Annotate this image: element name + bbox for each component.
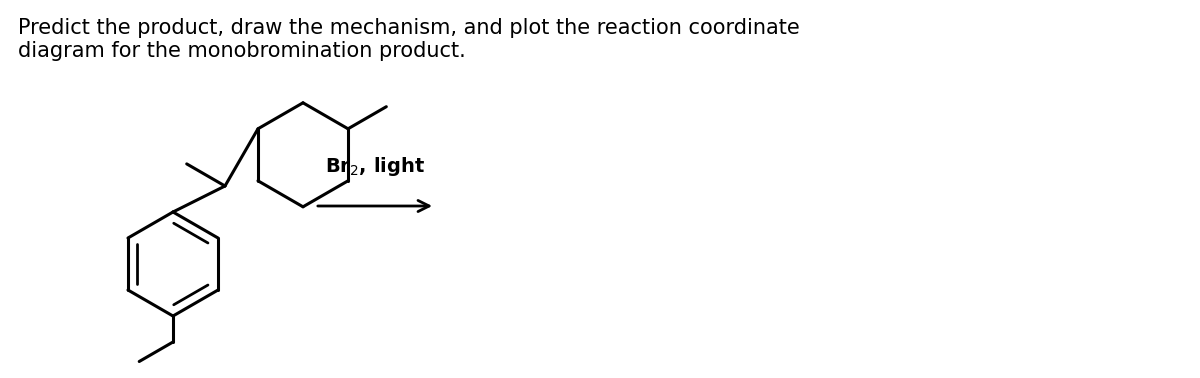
Text: Predict the product, draw the mechanism, and plot the reaction coordinate
diagra: Predict the product, draw the mechanism,… [18,18,799,61]
Text: Br$_2$, light: Br$_2$, light [325,155,425,178]
